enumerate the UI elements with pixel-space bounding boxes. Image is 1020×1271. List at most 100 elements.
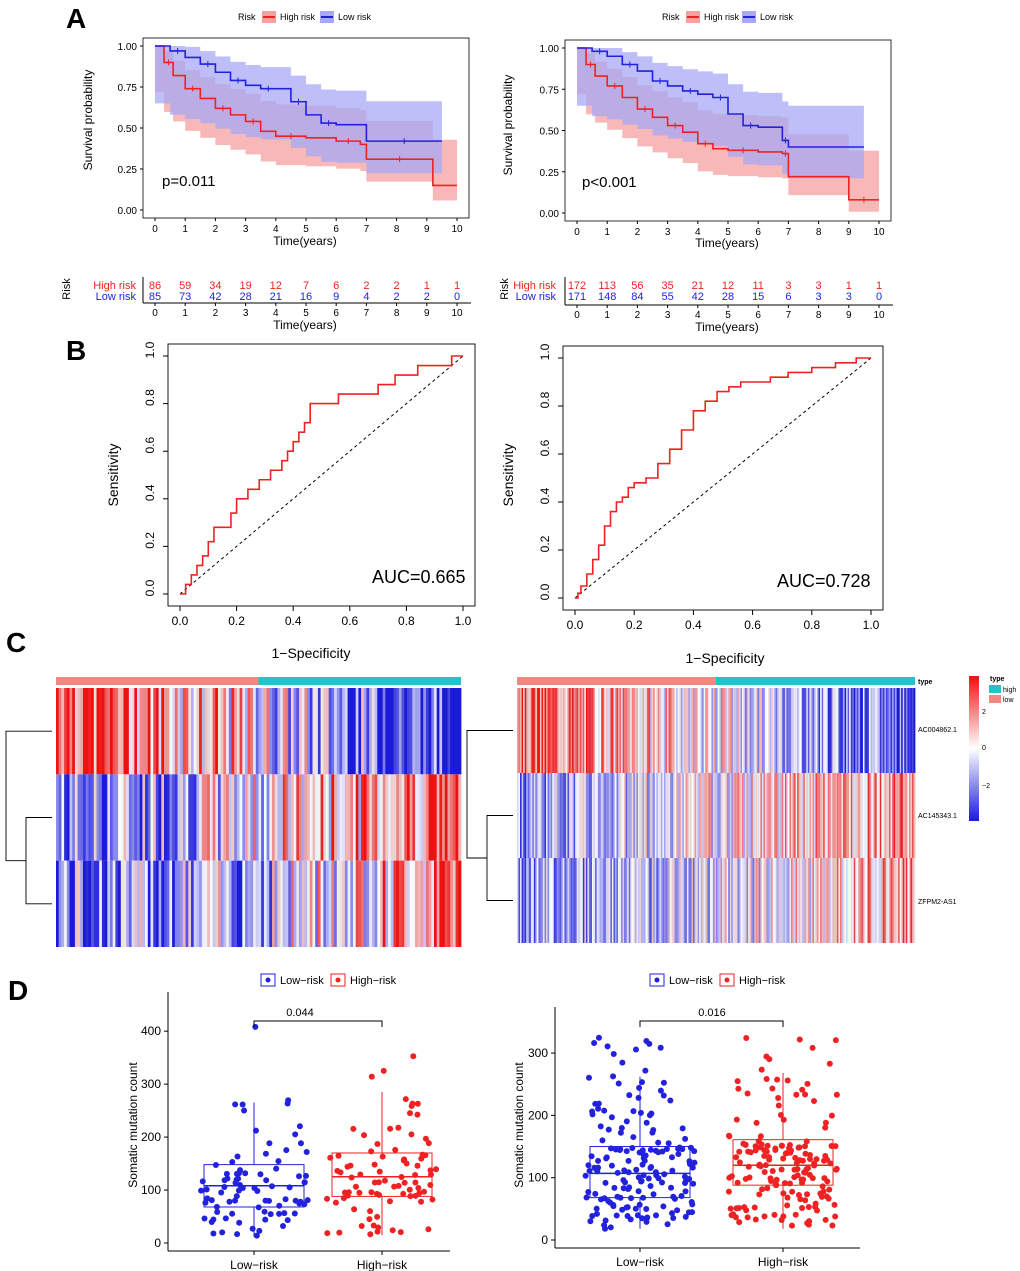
risk-table-xlabel: Time(years) bbox=[695, 320, 759, 334]
heatmap-cell bbox=[570, 688, 573, 773]
heatmap-cell bbox=[702, 773, 705, 858]
heatmap-cell bbox=[830, 858, 833, 943]
risk-x-tick-label: 5 bbox=[303, 308, 309, 319]
heatmap-cell bbox=[331, 688, 335, 775]
heatmap-cell bbox=[404, 688, 408, 775]
heatmap-cell bbox=[242, 774, 246, 861]
heatmap-cell bbox=[621, 688, 624, 773]
heatmap-cell bbox=[911, 773, 914, 858]
heatmap-cell bbox=[728, 773, 731, 858]
box-low-point bbox=[639, 1161, 646, 1168]
box-low-point bbox=[296, 1200, 303, 1207]
heatmap-cell bbox=[561, 688, 564, 773]
heatmap-cell bbox=[657, 858, 660, 943]
heatmap-cell bbox=[644, 773, 646, 858]
heatmap-cell bbox=[274, 860, 278, 947]
heatmap-cell bbox=[355, 860, 359, 947]
heatmap-cell bbox=[849, 858, 852, 943]
heatmap-cell bbox=[826, 688, 829, 773]
box-high-point bbox=[753, 1119, 760, 1126]
heatmap-cell bbox=[772, 858, 775, 943]
box-low-point bbox=[607, 1224, 614, 1231]
heatmap-cell bbox=[569, 858, 571, 943]
box-high-point bbox=[806, 1171, 813, 1178]
heatmap-cell bbox=[123, 774, 127, 861]
heatmap-cell bbox=[390, 774, 394, 861]
box-low-point bbox=[627, 1216, 634, 1223]
heatmap-cell bbox=[689, 688, 692, 773]
heatmap-cell bbox=[841, 688, 844, 773]
heatmap-cell bbox=[218, 688, 222, 775]
box-low-point bbox=[210, 1230, 217, 1237]
heatmap-cell bbox=[587, 773, 590, 858]
heatmap-cell bbox=[697, 773, 700, 858]
box-low-point bbox=[657, 1044, 664, 1051]
heatmap-cell bbox=[738, 858, 741, 943]
heatmap-cell bbox=[423, 774, 427, 861]
heatmap-cell bbox=[447, 774, 451, 861]
heatmap-cell bbox=[193, 860, 197, 947]
box-high-point bbox=[761, 1213, 768, 1220]
box-high-point bbox=[831, 1201, 838, 1208]
risk-x-tick-label: 1 bbox=[604, 310, 610, 321]
heatmap-cell bbox=[581, 858, 584, 943]
heatmap-cell bbox=[139, 688, 143, 775]
box-high-point bbox=[741, 1204, 748, 1211]
roc-curve bbox=[180, 355, 463, 595]
heatmap-cell bbox=[307, 860, 311, 947]
heatmap-cell bbox=[910, 858, 913, 943]
heatmap-cell bbox=[826, 858, 829, 943]
km-x-tick-label: 10 bbox=[451, 224, 463, 235]
heatmap-cell bbox=[807, 773, 810, 858]
heatmap-cell bbox=[622, 773, 625, 858]
roc-y-tick-label: 0.4 bbox=[143, 484, 157, 501]
heatmap-cell bbox=[596, 773, 599, 858]
box-low-point bbox=[236, 1219, 243, 1226]
heatmap-cell bbox=[423, 860, 427, 947]
heatmap-cell bbox=[299, 688, 303, 775]
heatmap-cell bbox=[104, 860, 108, 947]
box-high-point bbox=[429, 1196, 436, 1203]
heatmap-cell bbox=[315, 688, 319, 775]
heatmap-cell bbox=[191, 688, 195, 775]
heatmap-cell bbox=[556, 858, 559, 943]
km-low-ci-band bbox=[577, 48, 864, 179]
heatmap-cell bbox=[77, 860, 81, 947]
heatmap-cell bbox=[768, 858, 770, 943]
roc-x-tick-label: 0.4 bbox=[685, 618, 702, 632]
heatmap-gene-label: AC145343.1 bbox=[918, 813, 957, 820]
heatmap-cell bbox=[428, 774, 432, 861]
km-x-tick-label: 0 bbox=[574, 227, 580, 238]
heatmap-cell bbox=[85, 774, 89, 861]
heatmap-cell bbox=[823, 773, 826, 858]
heatmap-cell bbox=[169, 860, 173, 947]
km-y-tick-label: 0.50 bbox=[118, 124, 138, 135]
box-high-point bbox=[324, 1195, 331, 1202]
heatmap-cell bbox=[527, 688, 530, 773]
heatmap-cell bbox=[180, 688, 184, 775]
box-high-point bbox=[327, 1154, 334, 1161]
box-low-point bbox=[653, 1212, 660, 1219]
heatmap-cell bbox=[689, 858, 692, 943]
heatmap-cell bbox=[689, 773, 692, 858]
box-low-point bbox=[610, 1050, 617, 1057]
heatmap-type-low-swatch bbox=[989, 695, 1001, 703]
risk-x-tick-label: 10 bbox=[873, 310, 885, 321]
heatmap-cell bbox=[61, 860, 65, 947]
heatmap-cell bbox=[892, 773, 894, 858]
heatmap-cell bbox=[439, 774, 443, 861]
heatmap-cell bbox=[544, 688, 547, 773]
heatmap-cell bbox=[120, 774, 124, 861]
heatmap-cell bbox=[174, 774, 178, 861]
heatmap-cell bbox=[93, 774, 97, 861]
heatmap-cell bbox=[908, 773, 911, 858]
box-high-point bbox=[786, 1141, 793, 1148]
heatmap-cell bbox=[769, 773, 772, 858]
box-low-point bbox=[643, 1119, 650, 1126]
risk-x-tick-label: 7 bbox=[364, 308, 370, 319]
heatmap-cell bbox=[420, 860, 424, 947]
heatmap-cell bbox=[164, 860, 168, 947]
heatmap-cell bbox=[425, 688, 429, 775]
box-legend-low-dot bbox=[265, 977, 271, 983]
roc-x-tick-label: 0.8 bbox=[398, 614, 415, 628]
